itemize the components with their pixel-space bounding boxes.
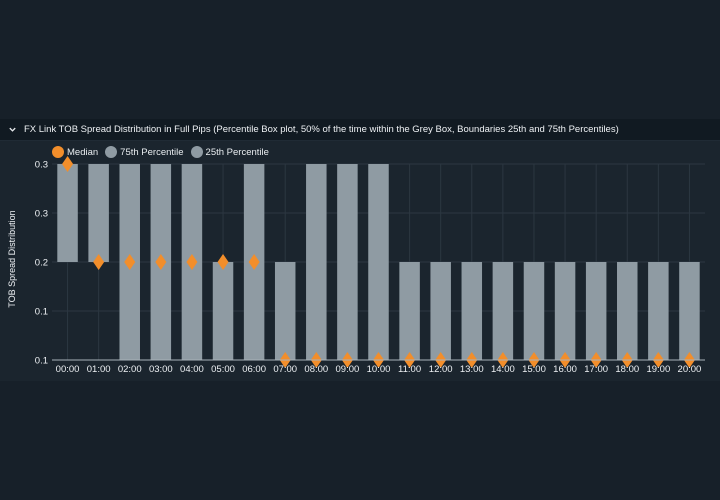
- chart-legend: Median 75th Percentile 25th Percentile: [52, 146, 276, 158]
- legend-item-25th-percentile[interactable]: 25th Percentile: [190, 146, 269, 158]
- median-marker: [248, 254, 260, 270]
- chart-panel: FX Link TOB Spread Distribution in Full …: [0, 119, 720, 381]
- panel-header: FX Link TOB Spread Distribution in Full …: [0, 119, 720, 141]
- x-tick-label: 13:00: [460, 364, 484, 375]
- median-marker: [217, 254, 229, 270]
- x-tick-label: 16:00: [553, 364, 577, 375]
- x-tick-label: 20:00: [678, 364, 702, 375]
- y-tick-label: 0.1: [35, 307, 48, 318]
- percentile-box: [430, 262, 451, 360]
- y-tick-label: 0.1: [35, 356, 48, 367]
- legend-item-median[interactable]: Median: [52, 146, 98, 158]
- legend-label-median: Median: [67, 146, 99, 158]
- percentile-box: [585, 262, 607, 360]
- percentile-box: [274, 262, 296, 360]
- median-layer: [62, 156, 695, 368]
- y-tick-label: 0.2: [35, 258, 48, 269]
- x-tick-label: 11:00: [398, 364, 421, 375]
- x-tick-label: 05:00: [211, 364, 235, 375]
- x-tick-label: 04:00: [180, 364, 204, 375]
- percentile-box: [57, 164, 78, 262]
- percentile-box: [679, 262, 700, 360]
- legend-item-75th-percentile[interactable]: 75th Percentile: [105, 146, 184, 158]
- percentile-box: [337, 164, 358, 360]
- percentile-box: [554, 262, 576, 360]
- median-marker: [186, 254, 198, 270]
- x-tick-label: 09:00: [336, 364, 360, 375]
- x-tick-label: 19:00: [646, 364, 670, 375]
- median-marker: [155, 254, 167, 270]
- x-tick-label: 17:00: [584, 364, 608, 375]
- y-axis-title: TOB Spread Distribution: [7, 210, 17, 307]
- legend-label-25th-percentile: 25th Percentile: [205, 146, 269, 158]
- x-tick-label: 10:00: [367, 364, 391, 375]
- percentile-box: [648, 262, 669, 360]
- percentile-box: [306, 164, 327, 360]
- box-layer: [57, 164, 700, 360]
- legend-swatch-25th-percentile: [190, 146, 203, 158]
- x-tick-label: 08:00: [304, 364, 328, 375]
- box-plot-chart: 0.1 0.1 0.2 0.3 0.3 00:00 01:00 02:00 03:00 04:00…: [7, 156, 705, 375]
- axis-layer: 0.1 0.1 0.2 0.3 0.3 00:00 01:00 02:00 03:00 04:00…: [35, 160, 705, 375]
- percentile-box: [492, 262, 514, 360]
- x-tick-label: 18:00: [615, 364, 639, 375]
- percentile-box: [212, 262, 234, 360]
- x-tick-label: 15:00: [522, 364, 546, 375]
- legend-swatch-median: [52, 146, 64, 158]
- median-marker: [93, 254, 105, 270]
- y-tick-label: 0.3: [35, 160, 48, 171]
- x-tick-label: 00:00: [56, 364, 80, 375]
- median-marker: [124, 254, 136, 270]
- x-tick-label: 02:00: [118, 364, 142, 375]
- percentile-box: [461, 262, 483, 360]
- x-tick-label: 03:00: [149, 364, 173, 375]
- percentile-box: [368, 164, 389, 360]
- chevron-down-icon[interactable]: [5, 123, 19, 137]
- x-tick-label: 14:00: [491, 364, 515, 375]
- panel-title: FX Link TOB Spread Distribution in Full …: [24, 124, 619, 135]
- percentile-box: [523, 262, 545, 360]
- y-tick-label: 0.3: [35, 209, 48, 220]
- x-tick-label: 12:00: [429, 364, 453, 375]
- x-tick-label: 06:00: [242, 364, 266, 375]
- percentile-box: [88, 164, 109, 262]
- x-tick-label: 01:00: [87, 364, 111, 375]
- legend-swatch-75th-percentile: [105, 146, 118, 158]
- percentile-box: [399, 262, 420, 360]
- legend-label-75th-percentile: 75th Percentile: [120, 146, 184, 158]
- median-marker: [62, 156, 74, 172]
- x-tick-label: 07:00: [273, 364, 297, 375]
- percentile-box: [617, 262, 638, 360]
